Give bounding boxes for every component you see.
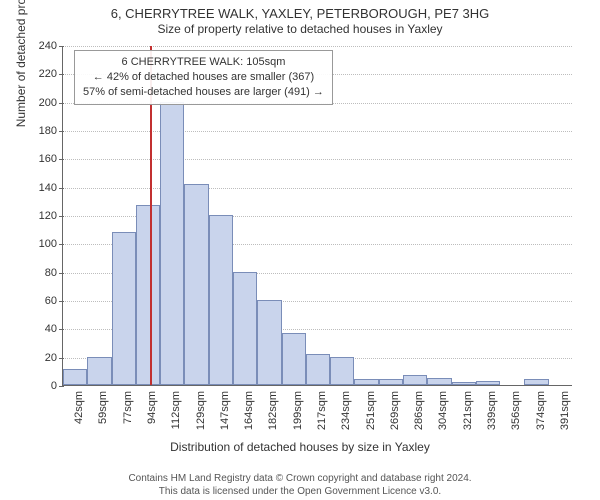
x-tick-label: 304sqm [437,391,449,430]
info-box-line3: 57% of semi-detached houses are larger (… [83,85,324,100]
info-box-line2: ← 42% of detached houses are smaller (36… [83,70,324,85]
y-tick-label: 220 [39,68,63,80]
gridline-h [63,46,572,47]
histogram-bar [87,357,111,385]
gridline-h [63,131,572,132]
x-tick-label: 147sqm [219,391,231,430]
x-tick-label: 251sqm [365,391,377,430]
histogram-bar [452,382,476,385]
x-tick-label: 217sqm [316,391,328,430]
chart-title-main: 6, CHERRYTREE WALK, YAXLEY, PETERBOROUGH… [0,6,600,22]
x-tick-label: 321sqm [462,391,474,430]
info-box-line1: 6 CHERRYTREE WALK: 105sqm [83,55,324,70]
x-tick-label: 356sqm [510,391,522,430]
y-axis-label: Number of detached properties [14,0,28,127]
chart-footer: Contains HM Land Registry data © Crown c… [0,473,600,498]
histogram-bar [354,379,378,385]
x-tick-label: 112sqm [170,391,182,429]
x-tick-label: 286sqm [413,391,425,430]
y-tick-label: 160 [39,153,63,165]
y-tick-label: 240 [39,40,63,52]
x-tick-label: 164sqm [243,391,255,430]
y-tick-label: 120 [39,210,63,222]
x-tick-label: 42sqm [73,391,85,424]
y-tick-label: 20 [45,352,63,364]
y-tick-label: 60 [45,295,63,307]
reference-info-box: 6 CHERRYTREE WALK: 105sqm ← 42% of detac… [74,50,333,105]
histogram-bar [427,378,451,385]
x-tick-label: 234sqm [340,391,352,430]
x-tick-label: 374sqm [535,391,547,430]
histogram-bar [403,375,427,385]
histogram-bar [476,381,500,385]
x-tick-label: 94sqm [146,391,158,424]
footer-line1: Contains HM Land Registry data © Crown c… [0,473,600,486]
x-tick-label: 339sqm [486,391,498,430]
histogram-bar [306,354,330,385]
histogram-bar [282,333,306,385]
footer-line2: This data is licensed under the Open Gov… [0,486,600,499]
histogram-bar [257,300,281,385]
y-tick-label: 180 [39,125,63,137]
gridline-h [63,159,572,160]
y-tick-label: 200 [39,97,63,109]
histogram-bar [330,357,354,385]
histogram-bar [112,232,136,385]
histogram-bar [379,379,403,385]
x-tick-label: 129sqm [195,391,207,430]
chart-title-sub: Size of property relative to detached ho… [0,22,600,37]
histogram-bar [160,102,184,385]
x-tick-label: 182sqm [267,391,279,430]
histogram-bar [233,272,257,385]
x-tick-label: 77sqm [122,391,134,424]
x-axis-label: Distribution of detached houses by size … [0,440,600,454]
histogram-bar [63,369,87,385]
chart-title-block: 6, CHERRYTREE WALK, YAXLEY, PETERBOROUGH… [0,0,600,37]
histogram-bar [524,379,548,385]
x-tick-label: 199sqm [292,391,304,430]
x-tick-label: 59sqm [97,391,109,424]
x-tick-label: 391sqm [559,391,571,430]
y-tick-label: 100 [39,238,63,250]
gridline-h [63,188,572,189]
histogram-bar [136,205,160,385]
y-tick-label: 140 [39,182,63,194]
y-tick-label: 0 [51,380,63,392]
y-tick-label: 80 [45,267,63,279]
histogram-bar [209,215,233,385]
y-tick-label: 40 [45,323,63,335]
x-tick-label: 269sqm [389,391,401,430]
histogram-bar [184,184,208,385]
